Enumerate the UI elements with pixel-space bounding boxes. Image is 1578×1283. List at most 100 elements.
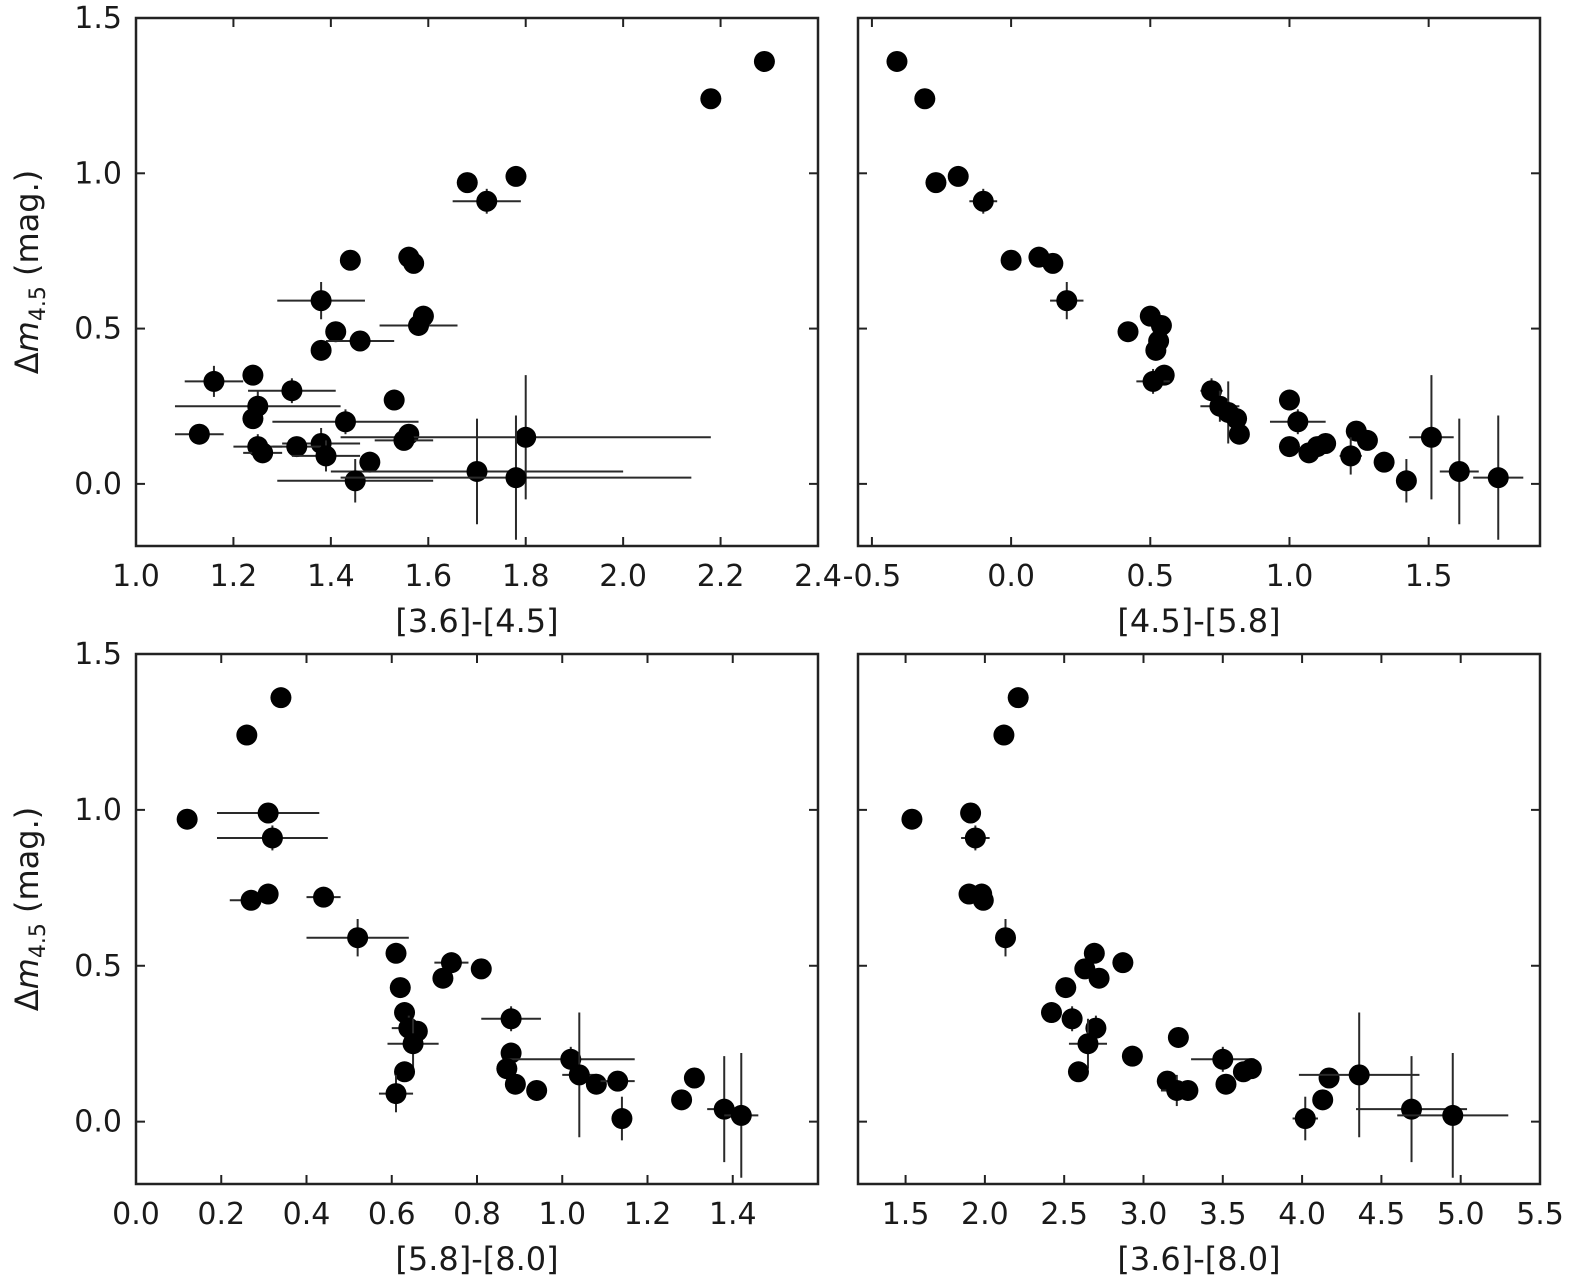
y-label-delta: Δ [8, 352, 46, 374]
x-tick-label: 2.0 [961, 1197, 1009, 1232]
x-tick-label: 2.0 [599, 559, 647, 594]
y-tick-label: 0.0 [74, 467, 122, 502]
data-point [313, 886, 335, 908]
data-point [1226, 408, 1248, 430]
data-point [310, 290, 332, 312]
data-point [505, 165, 527, 187]
data-point [1121, 1045, 1143, 1067]
data-point [526, 1079, 548, 1101]
data-point [1145, 339, 1167, 361]
data-point [339, 249, 361, 271]
data-point [1348, 1064, 1370, 1086]
data-point [1312, 1089, 1334, 1111]
x-axis-label: [4.5]-[5.8] [1117, 602, 1280, 640]
data-point [925, 172, 947, 194]
data-point [286, 436, 308, 458]
data-point [1000, 249, 1022, 271]
x-tick-label: 1.4 [307, 559, 355, 594]
data-point [1061, 1008, 1083, 1030]
data-point [1401, 1098, 1423, 1120]
data-point [1212, 1048, 1234, 1070]
data-point [1067, 1061, 1089, 1083]
data-point [1055, 977, 1077, 999]
data-point [1315, 433, 1337, 455]
data-point [1448, 460, 1470, 482]
data-point [515, 426, 537, 448]
data-point [753, 50, 775, 72]
x-tick-label: 2.2 [697, 559, 745, 594]
x-tick-label: 1.0 [112, 559, 160, 594]
data-point [1442, 1104, 1464, 1126]
y-tick-label: 0.5 [74, 949, 122, 984]
data-point [440, 952, 462, 974]
data-point [334, 411, 356, 433]
data-point [408, 314, 430, 336]
data-point [1373, 451, 1395, 473]
data-point [496, 1058, 518, 1080]
data-point [1294, 1108, 1316, 1130]
data-point [611, 1108, 633, 1130]
data-point [972, 889, 994, 911]
data-point [972, 190, 994, 212]
data-point [1177, 1079, 1199, 1101]
data-point [257, 883, 279, 905]
data-point [1287, 411, 1309, 433]
data-point [1340, 445, 1362, 467]
x-tick-label: 1.0 [1266, 559, 1314, 594]
panel-bottom-right: 1.5 2.0 2.5 3.0 3.5 4.0 4.5 5.0 5.5 [3.6]-[8.0] [856, 652, 1564, 1278]
data-point [252, 442, 274, 464]
y-label-var: m [8, 958, 46, 989]
x-axis-label: [3.6]-[4.5] [395, 602, 558, 640]
data-point [349, 330, 371, 352]
panel-top-right: -0.5 0.0 0.5 1.0 1.5 [4.5]-[5.8] [843, 16, 1542, 640]
data-point [240, 889, 262, 911]
data-point [310, 339, 332, 361]
data-point [385, 1083, 407, 1105]
data-point [466, 460, 488, 482]
plot-frame [134, 16, 820, 548]
data-point [383, 389, 405, 411]
data-point [568, 1064, 590, 1086]
data-point [385, 942, 407, 964]
plot-frame [856, 16, 1542, 548]
x-tick-label: 4.5 [1358, 1197, 1406, 1232]
data-point [505, 467, 527, 489]
y-label-sub: 4.5 [26, 286, 51, 321]
y-label-delta: Δ [8, 989, 46, 1011]
data-point [1040, 1002, 1062, 1024]
x-tick-label: 0.4 [283, 1197, 331, 1232]
data-point [1215, 1073, 1237, 1095]
data-point [1077, 1033, 1099, 1055]
data-point [683, 1067, 705, 1089]
data-point [281, 380, 303, 402]
data-point [700, 88, 722, 110]
data-point [1420, 426, 1442, 448]
x-tick-label: 1.0 [538, 1197, 586, 1232]
data-point [995, 927, 1017, 949]
data-point [886, 50, 908, 72]
y-label-var: m [8, 321, 46, 352]
data-point [470, 958, 492, 980]
data-point [394, 1061, 416, 1083]
data-point [242, 408, 264, 430]
data-point [389, 977, 411, 999]
data-point [1085, 1017, 1107, 1039]
x-tick-label: 0.8 [453, 1197, 501, 1232]
data-point [188, 423, 210, 445]
y-axis-label: Δm4.5 (mag.) [8, 170, 51, 374]
y-tick-label: 1.5 [74, 1, 122, 36]
data-point [325, 321, 347, 343]
data-point [947, 165, 969, 187]
data-point [914, 88, 936, 110]
data-point [585, 1073, 607, 1095]
panel-top-left: 0.0 0.5 1.0 1.5 1.0 1.2 1.4 1.6 1.8 2.0 2.2 2.4 [3.6… [8, 1, 842, 640]
data-point [607, 1070, 629, 1092]
y-label-sub: 4.5 [26, 923, 51, 958]
data-point [1042, 252, 1064, 274]
x-tick-label: 0.5 [1126, 559, 1174, 594]
data-point [1318, 1067, 1340, 1089]
data-point [964, 827, 986, 849]
data-point [1112, 952, 1134, 974]
data-point [315, 445, 337, 467]
